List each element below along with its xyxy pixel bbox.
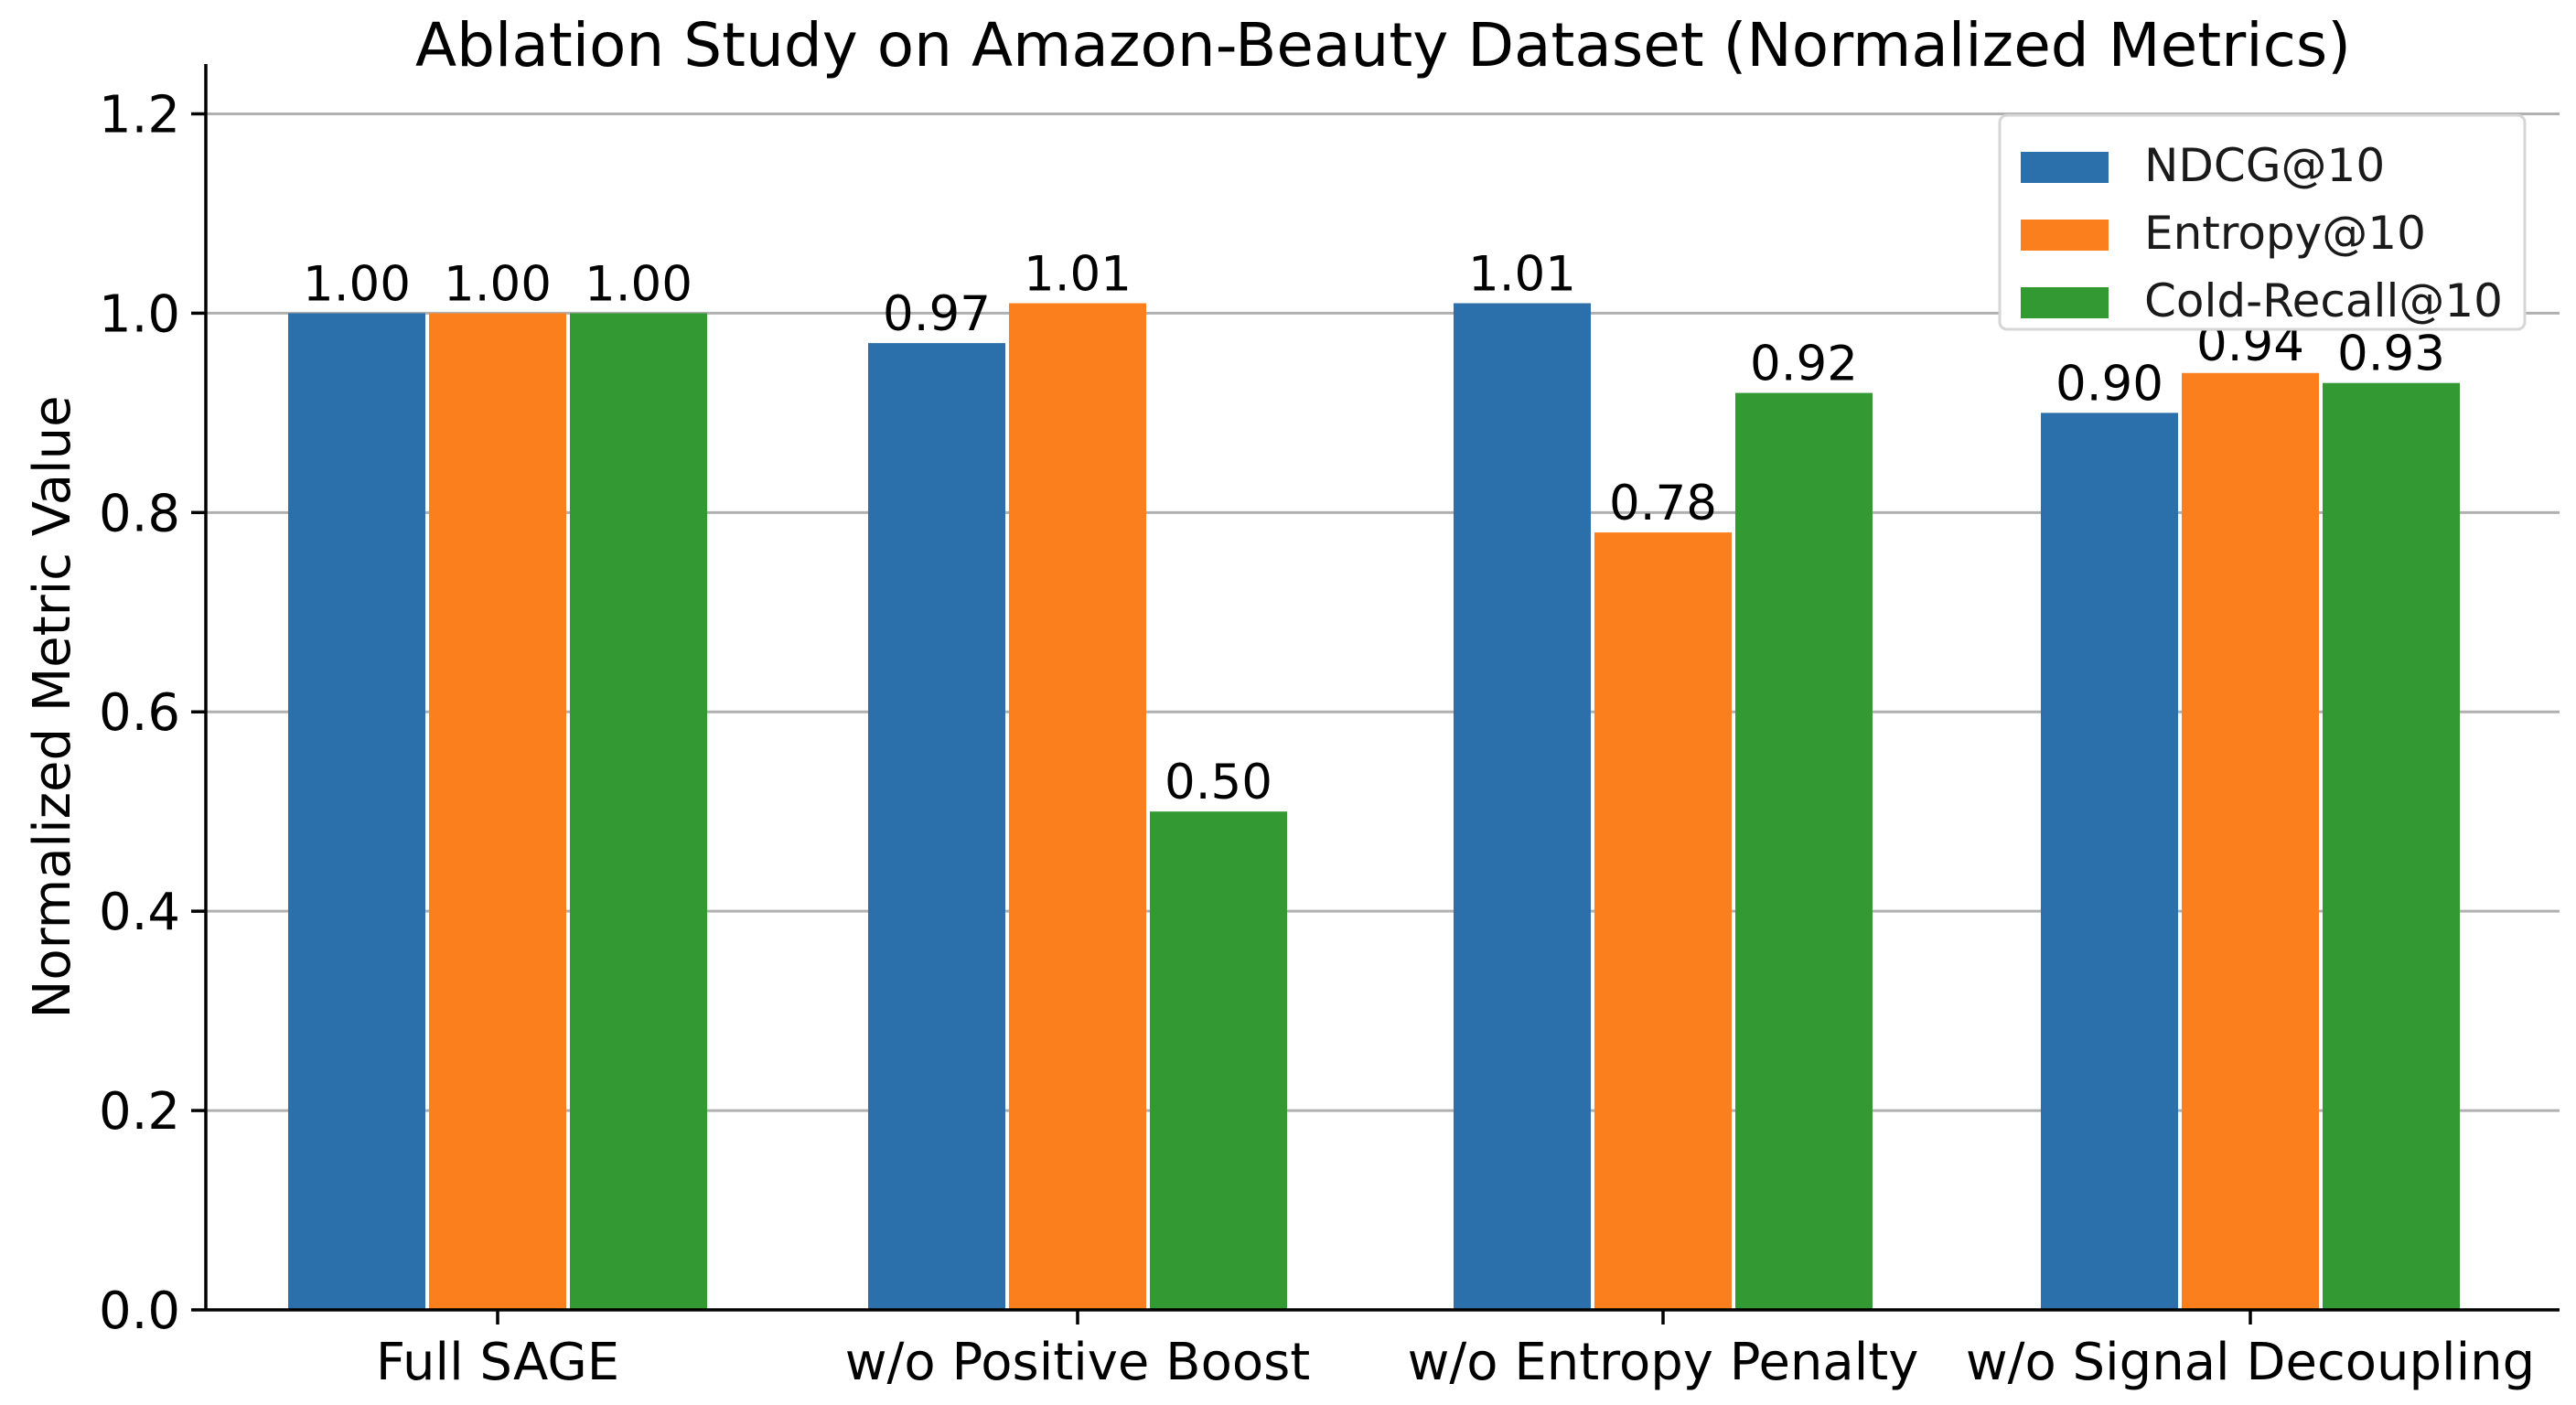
- bar-value-label: 1.00: [444, 256, 552, 312]
- bar-value-label: 0.97: [883, 286, 991, 342]
- legend-swatch: [2021, 220, 2109, 251]
- x-tick-label: w/o Signal Decoupling: [1966, 1333, 2535, 1392]
- legend-label: Entropy@10: [2144, 207, 2426, 260]
- bar-ndcg-10-1: [868, 343, 1005, 1310]
- bars: [288, 303, 2460, 1310]
- bar-cold-recall-10-1: [1150, 811, 1287, 1310]
- y-tick-label: 1.0: [99, 284, 180, 344]
- bar-value-label: 1.00: [585, 256, 692, 312]
- x-tick-label: Full SAGE: [376, 1333, 619, 1392]
- bar-value-label: 0.50: [1165, 755, 1272, 810]
- bar-value-label: 0.78: [1609, 476, 1717, 531]
- x-tick-label: w/o Positive Boost: [845, 1333, 1310, 1392]
- bar-entropy-10-1: [1009, 303, 1146, 1310]
- bar-cold-recall-10-3: [2323, 382, 2460, 1310]
- bar-value-label: 0.92: [1750, 337, 1858, 392]
- bar-cold-recall-10-0: [570, 313, 707, 1310]
- bar-value-label: 0.93: [2337, 327, 2445, 382]
- legend-label: Cold-Recall@10: [2144, 274, 2503, 327]
- bar-entropy-10-3: [2182, 372, 2319, 1310]
- legend-swatch: [2021, 152, 2109, 183]
- bar-value-label: 1.00: [303, 256, 411, 312]
- legend: NDCG@10 Entropy@10 Cold-Recall@10: [1998, 113, 2527, 331]
- bar-value-label: 1.01: [1024, 247, 1132, 303]
- x-tick-label: w/o Entropy Penalty: [1408, 1333, 1919, 1392]
- y-axis-label: Normalized Metric Value: [23, 395, 82, 1018]
- y-tick-label: 0.6: [99, 683, 180, 743]
- bar-ndcg-10-2: [1454, 303, 1591, 1310]
- bar-cold-recall-10-2: [1735, 392, 1873, 1310]
- bar-value-label: 1.01: [1468, 247, 1576, 303]
- y-tick-label: 0.0: [99, 1282, 180, 1341]
- legend-box: [1998, 113, 2527, 331]
- legend-label: NDCG@10: [2144, 139, 2385, 192]
- bar-ndcg-10-0: [288, 313, 425, 1310]
- y-tick-label: 0.4: [99, 883, 180, 942]
- bar-entropy-10-2: [1594, 532, 1732, 1310]
- axes: 0.0 0.2 0.4 0.6 0.8 1.0 1.2 Full SAGE w/o Positi…: [99, 64, 2560, 1392]
- y-tick-label: 1.2: [99, 85, 180, 145]
- legend-swatch: [2021, 287, 2109, 318]
- bar-entropy-10-0: [429, 313, 566, 1310]
- y-tick-label: 0.8: [99, 484, 180, 543]
- chart-title: Ablation Study on Amazon-Beauty Dataset …: [415, 10, 2351, 80]
- bar-ndcg-10-3: [2041, 413, 2178, 1310]
- bar-value-label: 0.90: [2055, 356, 2163, 412]
- y-tick-label: 0.2: [99, 1082, 180, 1142]
